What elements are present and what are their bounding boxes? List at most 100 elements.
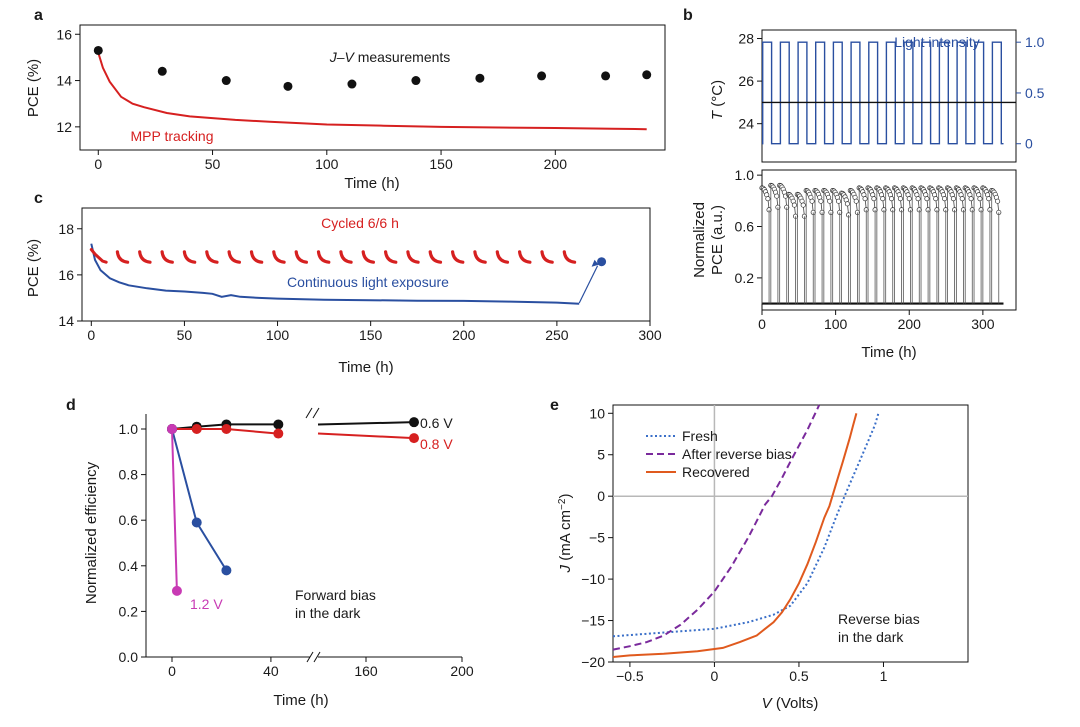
legend-fresh-label: Fresh [682,428,718,444]
series-line [171,428,228,571]
panel-d-y-tick-label: 0.0 [119,649,139,665]
panel-c-y-label: PCE (%) [25,239,42,297]
pce-cycle-point [986,196,992,202]
panel-b-bottom-x-tick-label: 200 [898,316,922,332]
panel-a-y-tick-label: 12 [56,119,72,135]
panel-c-x-tick-label: 250 [545,327,569,343]
panel-d-plot [167,417,419,596]
series-point [171,585,182,596]
panel-e-reverse-1: Reverse bias [838,611,920,627]
pce-cycle-point [968,196,974,202]
panel-b-bottom-y-label-2: PCE (a.u.) [709,205,726,275]
panel-e-frame [612,404,969,663]
panel-a-jv-label: J–V measurements [329,49,451,65]
panel-c-y-tick-label: 16 [58,267,74,283]
panel-b-top-right-y-tick-label: 0.5 [1025,85,1045,101]
panel-b-bottom-x-tick-label: 300 [971,316,995,332]
jv-curve-solid [612,413,858,658]
panel-b-bottom-y-tick-label: 0.2 [735,270,755,286]
pce-cycle-point [791,202,797,208]
pce-cycle-point [933,196,939,202]
recovered-point [597,257,607,267]
panel-c-x-tick-label: 300 [638,327,662,343]
panel-d-x-tick-label: 40 [263,663,279,679]
panel-c-frame [81,207,651,322]
cycled-arc [160,250,174,264]
pce-cycle-point [836,198,842,204]
panel-b-top-y-label: T (°C) [709,80,726,120]
series-point [273,428,284,439]
jv-measurement-point [93,45,103,55]
panel-c-y-tick-label: 18 [58,221,74,237]
panel-c-x-label: Time (h) [338,359,393,376]
panel-b-bottom-y-tick-label: 0.6 [735,219,755,235]
panel-b-x-label: Time (h) [861,344,916,361]
panel-d-x-tick-label: 0 [168,663,176,679]
panel-a-x-tick-label: 150 [429,156,453,172]
pce-cycle-point [889,196,895,202]
panel-c-x-tick-label: 150 [359,327,383,343]
cycled-arc [89,248,108,264]
cycled-arc [115,250,130,264]
panel-d-x-tick-label: 160 [354,663,378,679]
jv-curve-dashed [612,404,821,651]
continuous-light-line [90,243,580,305]
panel-b-bottom-x-tick-label: 100 [824,316,848,332]
mpp-tracking-line [97,52,647,131]
panel-a-mpp-label: MPP tracking [131,128,214,144]
panel-b-bottom-y-tick-label: 1.0 [735,167,755,183]
panel-c-letter: c [34,190,43,207]
series-line-after-break [317,432,415,440]
panel-c-y-tick-label: 14 [58,313,74,329]
pce-cycle-point [915,196,921,202]
jv-measurement-point [601,71,611,81]
panel-a-x-label: Time (h) [344,175,399,192]
panel-b-top-y-tick-label: 26 [738,73,754,89]
cycled-arc [316,250,331,264]
cycled-arc [138,250,152,264]
panel-d-x-label: Time (h) [273,692,328,709]
jv-measurement-point [475,73,485,83]
panel-a-x-tick-label: 100 [315,156,339,172]
series-point [409,433,419,444]
panel-d-x-tick-label: 200 [450,663,474,679]
panel-a-x-tick-label: 200 [544,156,568,172]
jv-measurement-point [537,71,547,81]
panel-b-bottom-plot [759,182,1004,305]
panel-b-top-y-tick-label: 24 [738,116,754,132]
series-point [273,419,284,430]
pce-cycle-point [800,202,806,208]
panel-e-y-tick-label: −5 [589,530,605,546]
jv-measurement-point [283,81,293,91]
pce-cycle-point [862,196,868,202]
pce-cycle-point [950,196,956,202]
panel-c-x-tick-label: 50 [177,327,193,343]
legend-after-label: After reverse bias [682,446,792,462]
legend-recovered-label: Recovered [682,464,750,480]
pce-cycle-point [871,196,877,202]
jv-measurement-point [221,76,231,86]
panel-e-x-tick-label: 1 [880,668,888,684]
series-point [191,424,202,434]
pce-cycle-point [959,196,965,202]
cycled-arc [473,250,487,264]
panel-e-x-tick-label: 0.5 [789,668,809,684]
panel-b-top-ticks: 24 26 28 0 0.5 1.0 [738,31,1044,152]
panel-d-label-12: 1.2 V [190,596,223,612]
cycled-arc [518,250,532,264]
pce-cycle-point [809,198,815,204]
pce-cycle-point [995,198,1001,204]
cycled-arc [451,250,465,264]
series-line-after-break [317,421,415,426]
panel-e-y-tick-label: −10 [581,571,605,587]
panel-e-x-label: V (Volts) [762,695,819,712]
panel-b-bottom-y-label-1: Normalized [691,202,708,278]
panel-a-y-ticks: 12 14 16 [56,26,80,135]
light-intensity-square-wave [762,41,1004,145]
cycled-arc [249,250,264,264]
series-point [409,417,419,428]
pce-cycle-point [853,198,859,204]
panel-b-top-right-y-tick-label: 1.0 [1025,34,1045,50]
jv-measurement-point [411,76,421,86]
